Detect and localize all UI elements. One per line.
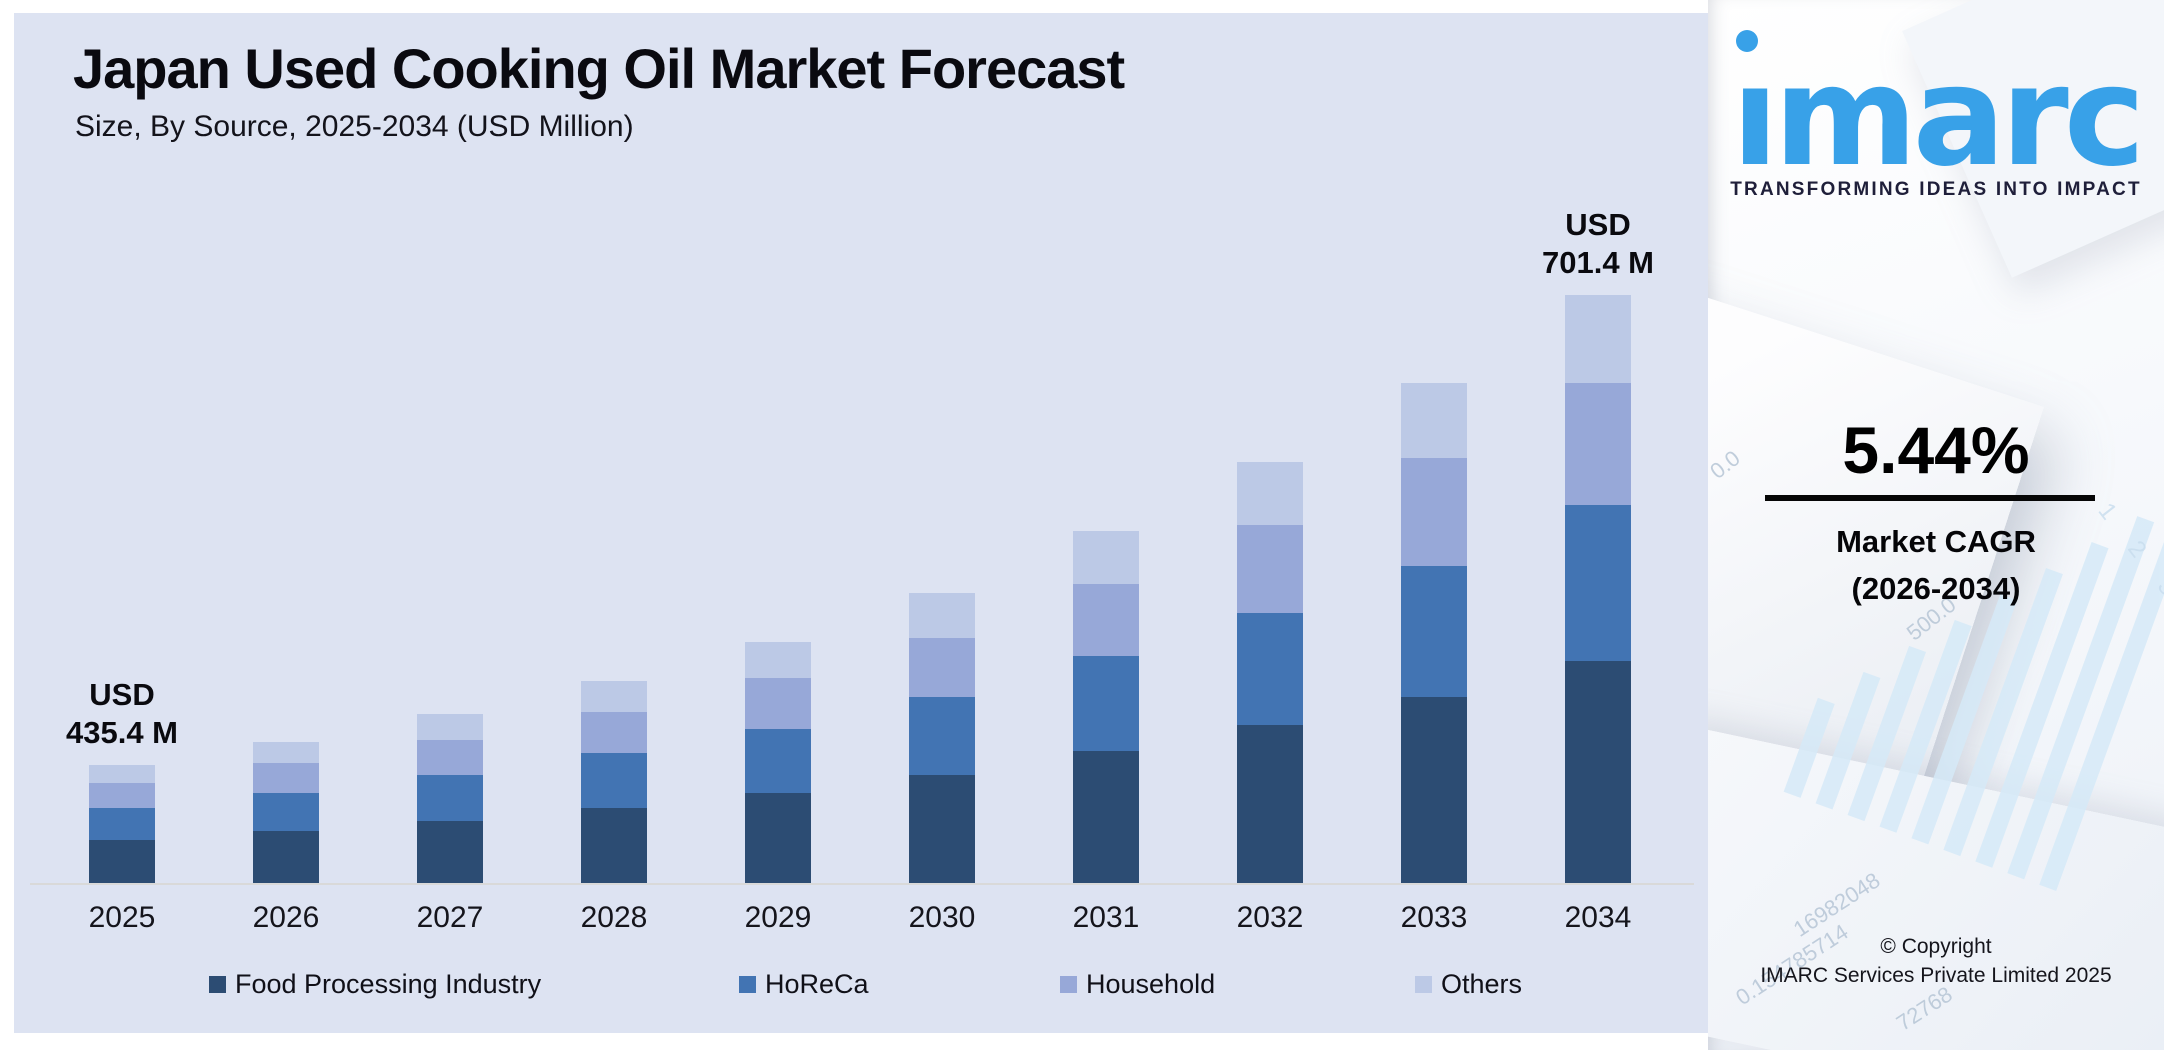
bar-segment-food-processing-industry xyxy=(745,793,811,883)
imarc-logo-dot xyxy=(1736,30,1758,52)
bar-segment-horeca xyxy=(1401,566,1467,697)
x-tick-label: 2026 xyxy=(252,901,320,934)
legend-swatch xyxy=(209,976,226,993)
bar-segment-horeca xyxy=(1237,613,1303,725)
bar-value-label-2025: USD 435.4 M xyxy=(65,677,178,750)
copyright-line2: IMARC Services Private Limited 2025 xyxy=(1760,964,2112,987)
bar-segment-others xyxy=(1401,383,1467,458)
stacked-bar-2033 xyxy=(1401,383,1467,883)
copyright: © Copyright IMARC Services Private Limit… xyxy=(1708,932,2164,990)
legend-label: Food Processing Industry xyxy=(235,969,542,999)
bar-segment-horeca xyxy=(745,729,811,793)
bar-segment-others xyxy=(1237,462,1303,525)
bar-segment-household xyxy=(745,678,811,729)
bar-segment-household xyxy=(253,763,319,793)
x-tick-label: 2025 xyxy=(88,901,156,934)
stacked-bar-2029 xyxy=(745,642,811,883)
stacked-bar-2028 xyxy=(581,681,647,883)
bar-segment-household xyxy=(909,638,975,697)
x-tick-label: 2029 xyxy=(744,901,812,934)
cagr-label: Market CAGR xyxy=(1836,524,2036,559)
brand-tagline: TRANSFORMING IDEAS INTO IMPACT xyxy=(1730,179,2142,200)
stacked-bar-2026 xyxy=(253,742,319,883)
bar-segment-food-processing-industry xyxy=(417,821,483,883)
bar-segment-food-processing-industry xyxy=(1565,661,1631,883)
bar-segment-horeca xyxy=(89,808,155,840)
bar-segment-horeca xyxy=(1073,656,1139,751)
legend-label: Others xyxy=(1441,969,1523,999)
x-tick-label: 2034 xyxy=(1564,901,1632,934)
chart-title: Japan Used Cooking Oil Market Forecast xyxy=(73,37,1125,100)
bar-segment-food-processing-industry xyxy=(89,840,155,883)
bar-segment-horeca xyxy=(253,793,319,831)
copyright-line1: © Copyright xyxy=(1880,935,1992,958)
chart-subtitle: Size, By Source, 2025-2034 (USD Million) xyxy=(75,110,634,143)
legend-item-household: Household xyxy=(1060,969,1215,1000)
bar-segment-household xyxy=(89,783,155,808)
x-tick-label: 2030 xyxy=(908,901,976,934)
bar-segment-others xyxy=(745,642,811,678)
bar-segment-horeca xyxy=(417,775,483,821)
stacked-bar-2031 xyxy=(1073,531,1139,883)
bar-segment-others xyxy=(1565,295,1631,383)
bar-segment-household xyxy=(1237,525,1303,613)
bar-segment-food-processing-industry xyxy=(581,808,647,883)
legend-swatch xyxy=(1060,976,1077,993)
legend-label: HoReCa xyxy=(765,969,869,999)
bar-segment-food-processing-industry xyxy=(1401,697,1467,883)
bar-segment-horeca xyxy=(1565,505,1631,661)
legend-swatch xyxy=(739,976,756,993)
brand-content: ımarc TRANSFORMING IDEAS INTO IMPACT 5.4… xyxy=(1708,0,2164,1050)
legend-item-horeca: HoReCa xyxy=(739,969,869,1000)
cagr-value: 5.44% xyxy=(1842,413,2030,487)
stacked-bar-2034 xyxy=(1565,295,1631,883)
bar-segment-household xyxy=(1565,383,1631,505)
bar-segment-food-processing-industry xyxy=(253,831,319,883)
x-tick-label: 2028 xyxy=(580,901,648,934)
bar-segment-others xyxy=(89,765,155,783)
x-tick-label: 2033 xyxy=(1400,901,1468,934)
x-tick-label: 2027 xyxy=(416,901,484,934)
legend-swatch xyxy=(1415,976,1432,993)
legend-label: Household xyxy=(1086,969,1216,999)
bar-segment-others xyxy=(253,742,319,763)
cagr-divider xyxy=(1765,495,2095,501)
brand-panel: 500.0 0.0 1 2 3 4 16982048 0.154785714 7… xyxy=(1708,0,2164,1050)
stacked-bar-2030 xyxy=(909,593,975,883)
bar-segment-others xyxy=(581,681,647,712)
bar-segment-household xyxy=(417,740,483,775)
bar-segment-food-processing-industry xyxy=(1073,751,1139,883)
bar-segment-household xyxy=(581,712,647,753)
bar-segment-household xyxy=(1401,458,1467,566)
bar-segment-household xyxy=(1073,584,1139,656)
stacked-bar-2032 xyxy=(1237,462,1303,883)
bar-value-label-2034: USD 701.4 M xyxy=(1541,207,1654,280)
bar-segment-others xyxy=(417,714,483,740)
bar-segment-others xyxy=(909,593,975,638)
legend-item-others: Others xyxy=(1415,969,1522,1000)
bar-segment-food-processing-industry xyxy=(909,775,975,883)
cagr-period: (2026-2034) xyxy=(1851,571,2021,606)
bar-segment-horeca xyxy=(581,753,647,808)
x-tick-label: 2032 xyxy=(1236,901,1304,934)
imarc-logo-text: ımarc xyxy=(1731,36,2145,197)
bar-segment-food-processing-industry xyxy=(1237,725,1303,883)
stacked-bar-2027 xyxy=(417,714,483,883)
x-axis-line xyxy=(30,883,1694,885)
stacked-bar-2025 xyxy=(89,765,155,883)
legend-item-food-processing-industry: Food Processing Industry xyxy=(209,969,541,1000)
bar-segment-others xyxy=(1073,531,1139,584)
bar-segment-horeca xyxy=(909,697,975,775)
x-tick-label: 2031 xyxy=(1072,901,1140,934)
